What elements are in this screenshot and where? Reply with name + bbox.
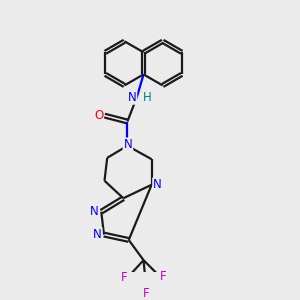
- Text: F: F: [121, 271, 127, 284]
- Text: N: N: [93, 228, 102, 241]
- Text: N: N: [124, 138, 132, 152]
- Text: F: F: [160, 270, 166, 283]
- Text: H: H: [143, 91, 152, 104]
- Text: F: F: [143, 287, 149, 300]
- Text: N: N: [90, 205, 99, 218]
- Text: N: N: [153, 178, 162, 191]
- Text: N: N: [128, 91, 136, 104]
- Text: O: O: [94, 109, 103, 122]
